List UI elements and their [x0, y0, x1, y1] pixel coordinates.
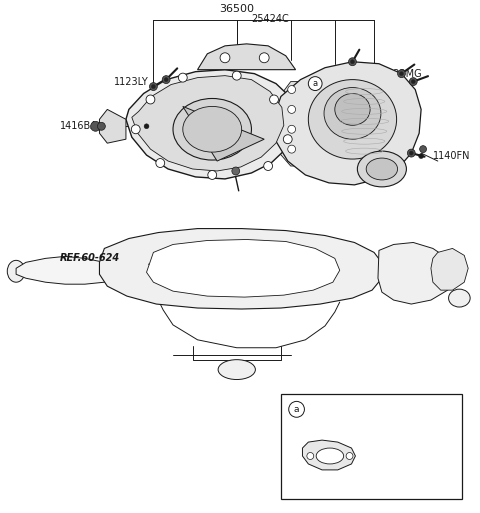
Circle shape: [220, 53, 230, 63]
Text: 25424C: 25424C: [252, 14, 289, 24]
Circle shape: [283, 135, 292, 144]
Circle shape: [264, 162, 273, 170]
Ellipse shape: [173, 98, 252, 160]
Circle shape: [144, 124, 149, 129]
Polygon shape: [132, 75, 284, 171]
Polygon shape: [16, 256, 114, 284]
Ellipse shape: [366, 158, 397, 180]
Polygon shape: [273, 62, 421, 185]
Text: 1123LY: 1123LY: [114, 76, 149, 87]
Ellipse shape: [324, 88, 381, 139]
Text: 1140FN: 1140FN: [433, 151, 470, 161]
Polygon shape: [99, 229, 384, 309]
Polygon shape: [198, 44, 296, 70]
Polygon shape: [378, 243, 455, 304]
Polygon shape: [126, 70, 296, 179]
Ellipse shape: [316, 448, 344, 464]
Circle shape: [288, 86, 296, 93]
Circle shape: [288, 125, 296, 133]
Polygon shape: [183, 106, 264, 161]
Circle shape: [132, 125, 140, 134]
Circle shape: [270, 95, 278, 104]
Circle shape: [420, 146, 427, 152]
Text: 1123MG: 1123MG: [382, 69, 422, 78]
Circle shape: [348, 58, 356, 66]
Text: a: a: [294, 405, 300, 414]
Circle shape: [91, 121, 100, 131]
Circle shape: [259, 53, 269, 63]
Circle shape: [156, 159, 165, 168]
Text: REF.60-624: REF.60-624: [60, 253, 120, 263]
Ellipse shape: [449, 289, 470, 307]
Ellipse shape: [183, 106, 241, 152]
Circle shape: [289, 401, 304, 417]
Circle shape: [288, 106, 296, 113]
Circle shape: [149, 83, 157, 90]
Circle shape: [346, 452, 353, 460]
Circle shape: [151, 85, 156, 89]
Circle shape: [97, 122, 105, 130]
Circle shape: [232, 71, 241, 80]
Circle shape: [146, 95, 155, 104]
Polygon shape: [276, 82, 303, 166]
Circle shape: [208, 170, 216, 180]
Text: 1416BA: 1416BA: [60, 121, 98, 131]
Ellipse shape: [358, 151, 407, 187]
Text: 45959C: 45959C: [320, 478, 355, 487]
Polygon shape: [431, 248, 468, 290]
Ellipse shape: [218, 360, 255, 380]
Circle shape: [162, 75, 170, 84]
Circle shape: [397, 70, 406, 77]
Circle shape: [350, 60, 354, 64]
Ellipse shape: [335, 93, 370, 125]
Text: 36500: 36500: [219, 4, 254, 14]
Text: a: a: [312, 79, 318, 88]
Circle shape: [399, 72, 404, 75]
Circle shape: [308, 76, 322, 90]
Polygon shape: [146, 240, 340, 297]
Bar: [281, 394, 462, 499]
Circle shape: [411, 80, 415, 84]
Circle shape: [179, 73, 187, 82]
Text: 45956B: 45956B: [391, 451, 425, 461]
Circle shape: [408, 149, 415, 157]
Circle shape: [164, 77, 168, 82]
Circle shape: [409, 151, 413, 155]
Circle shape: [307, 452, 314, 460]
Polygon shape: [99, 109, 126, 143]
Circle shape: [232, 167, 240, 175]
Text: 1123LX: 1123LX: [325, 76, 362, 87]
Circle shape: [409, 77, 417, 86]
Polygon shape: [302, 440, 355, 470]
Ellipse shape: [308, 80, 396, 159]
Circle shape: [288, 145, 296, 153]
Ellipse shape: [7, 261, 25, 282]
Circle shape: [419, 153, 423, 159]
